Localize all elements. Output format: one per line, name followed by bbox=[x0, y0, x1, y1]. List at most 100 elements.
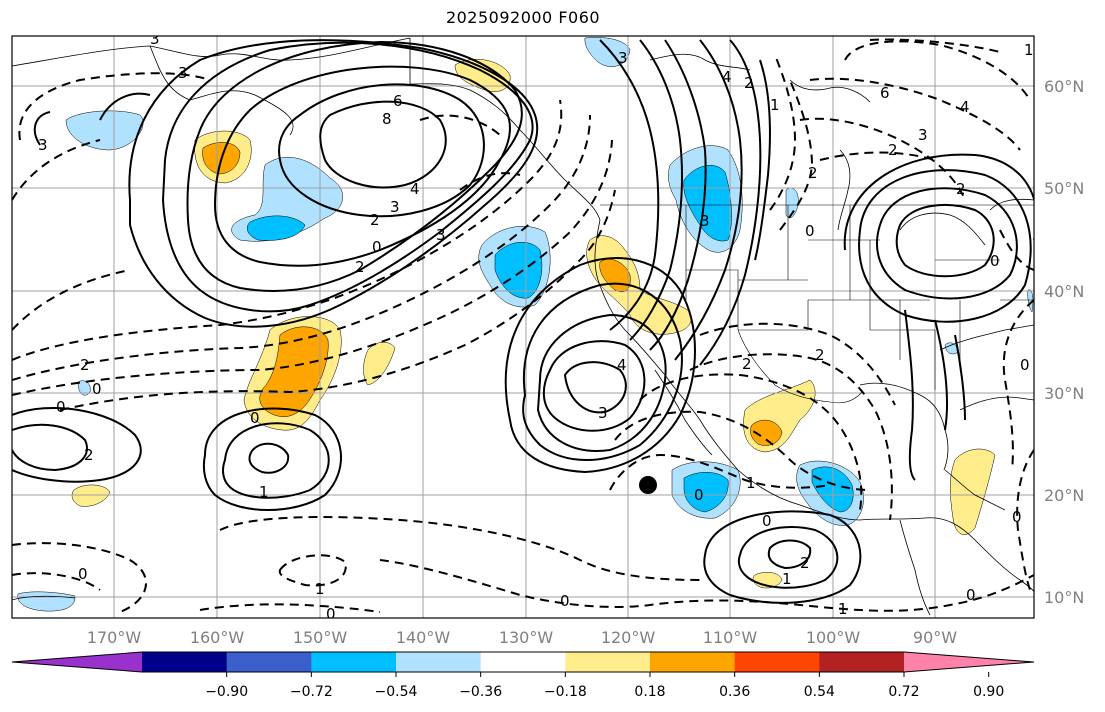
contour-label: 0 bbox=[990, 252, 1000, 270]
contour-label: 6 bbox=[880, 84, 890, 102]
lon-label: 120°W bbox=[601, 628, 656, 647]
colorbar-bin bbox=[734, 652, 820, 672]
colorbar-tick-label: −0.72 bbox=[290, 684, 333, 700]
contour-label: 2 bbox=[84, 446, 94, 464]
contour-label: 2 bbox=[800, 554, 810, 572]
colorbar-bin bbox=[396, 652, 482, 672]
latitude-labels: 60°N 50°N 40°N 30°N 20°N 10°N bbox=[1044, 77, 1084, 607]
contour-label: 3 bbox=[598, 404, 608, 422]
longitude-labels: 170°W 160°W 150°W 140°W 130°W 120°W 110°… bbox=[87, 628, 957, 647]
contour-label: 2 bbox=[956, 180, 966, 198]
contour-label: 1 bbox=[770, 96, 780, 114]
map-plot-area: 3 6 8 4 3 2 0 2 3 3 2 0 0 2 1 0 1 0 3 3 … bbox=[12, 30, 1034, 623]
lat-label: 30°N bbox=[1044, 384, 1084, 403]
contour-label: 8 bbox=[382, 110, 392, 128]
contour-label: 0 bbox=[762, 512, 772, 530]
colorbar-bin bbox=[311, 652, 397, 672]
contour-label: 0 bbox=[1012, 508, 1022, 526]
lon-label: 150°W bbox=[293, 628, 348, 647]
contour-labels: 3 6 8 4 3 2 0 2 3 3 2 0 0 2 1 0 1 0 3 3 … bbox=[38, 30, 1034, 623]
contour-label: 0 bbox=[56, 398, 66, 416]
colorbar-extend-high bbox=[904, 652, 1034, 672]
colorbar-bin bbox=[480, 652, 566, 672]
contour-label: 0 bbox=[1020, 356, 1030, 374]
lon-label: 100°W bbox=[806, 628, 861, 647]
contour-label: 2 bbox=[815, 346, 825, 364]
contour-label: 0 bbox=[250, 409, 260, 427]
lon-label: 130°W bbox=[499, 628, 554, 647]
colorbar-bin bbox=[819, 652, 905, 672]
contour-label: 1 bbox=[259, 483, 269, 501]
colorbar-tick-label: 0.18 bbox=[634, 684, 665, 700]
colorbar-tick-label: 0.90 bbox=[973, 684, 1004, 700]
contour-label: 2 bbox=[355, 258, 365, 276]
contour-lines bbox=[12, 39, 1034, 604]
contour-label: 1 bbox=[1024, 41, 1034, 59]
contour-label: 0 bbox=[694, 486, 704, 504]
contour-label: 2 bbox=[370, 211, 380, 229]
contour-label: 1 bbox=[746, 474, 756, 492]
contour-label: 3 bbox=[390, 198, 400, 216]
storm-position-marker bbox=[639, 476, 657, 494]
lon-label: 140°W bbox=[396, 628, 451, 647]
colorbar-tick-label: −0.18 bbox=[544, 684, 587, 700]
colorbar-tick-label: −0.90 bbox=[205, 684, 248, 700]
lon-label: 170°W bbox=[87, 628, 142, 647]
contour-label: 3 bbox=[918, 126, 928, 144]
shading-layer bbox=[17, 37, 1034, 612]
lon-label: 110°W bbox=[703, 628, 758, 647]
lat-label: 20°N bbox=[1044, 486, 1084, 505]
contour-label: 4 bbox=[617, 356, 627, 374]
contour-label: 4 bbox=[410, 180, 420, 198]
lat-label: 10°N bbox=[1044, 588, 1084, 607]
lon-label: 160°W bbox=[190, 628, 245, 647]
graticule bbox=[12, 36, 1034, 618]
map-frame bbox=[11, 35, 1035, 619]
contour-label: 0 bbox=[372, 238, 382, 256]
contour-lines-dashed bbox=[12, 38, 1034, 613]
colorbar-extend-low bbox=[12, 652, 142, 672]
map-title: 2025092000 F060 bbox=[445, 8, 601, 27]
contour-label: 1 bbox=[315, 580, 325, 598]
lat-label: 40°N bbox=[1044, 282, 1084, 301]
contour-label: 3 bbox=[436, 226, 446, 244]
colorbar-bin bbox=[142, 652, 228, 672]
colorbar-bin bbox=[565, 652, 651, 672]
political-borders bbox=[600, 204, 1034, 404]
colorbar-tick-label: −0.54 bbox=[375, 684, 418, 700]
colorbar: −0.90 −0.72 −0.54 −0.36 −0.18 0.18 0.36 0.54 0.7… bbox=[11, 651, 1035, 700]
contour-label: 0 bbox=[78, 565, 88, 583]
lat-label: 50°N bbox=[1044, 179, 1084, 198]
contour-label: 2 bbox=[808, 164, 818, 182]
contour-label: 1 bbox=[838, 600, 848, 618]
contour-label: 0 bbox=[560, 592, 570, 610]
coastlines bbox=[12, 37, 1034, 616]
contour-label: 1 bbox=[782, 570, 792, 588]
contour-label: 2 bbox=[742, 355, 752, 373]
contour-label: 0 bbox=[92, 380, 102, 398]
contour-label: 2 bbox=[744, 74, 754, 92]
colorbar-bin bbox=[650, 652, 736, 672]
contour-label: 3 bbox=[178, 64, 188, 82]
colorbar-tick-label: −0.36 bbox=[459, 684, 502, 700]
contour-label: 2 bbox=[888, 141, 898, 159]
contour-label: 3 bbox=[618, 49, 628, 67]
lon-label: 90°W bbox=[913, 628, 957, 647]
contour-label: 4 bbox=[960, 98, 970, 116]
colorbar-tick-label: 0.72 bbox=[888, 684, 919, 700]
contour-label: 0 bbox=[805, 222, 815, 240]
contour-label: 3 bbox=[150, 30, 160, 48]
contour-label: 3 bbox=[38, 136, 48, 154]
contour-label: 6 bbox=[393, 92, 403, 110]
colorbar-tick-label: 0.54 bbox=[804, 684, 835, 700]
contour-label: 3 bbox=[700, 212, 710, 230]
colorbar-outline bbox=[11, 651, 1035, 673]
contour-label: 0 bbox=[966, 586, 976, 604]
contour-label: 2 bbox=[80, 356, 90, 374]
colorbar-tick-label: 0.36 bbox=[719, 684, 750, 700]
lat-label: 60°N bbox=[1044, 77, 1084, 96]
colorbar-bin bbox=[226, 652, 312, 672]
contour-label: 4 bbox=[722, 68, 732, 86]
contour-label: 0 bbox=[326, 605, 336, 623]
